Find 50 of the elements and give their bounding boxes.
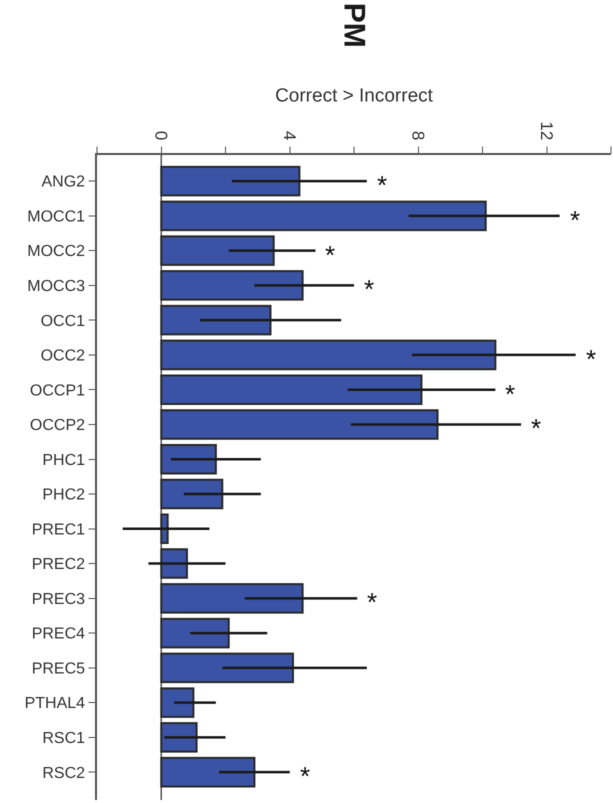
bar <box>160 200 487 232</box>
bar <box>160 409 439 440</box>
y-tick-label: PTHAL4 <box>24 695 86 712</box>
y-tick-label: PREC1 <box>32 521 86 538</box>
y-tick-label: PREC2 <box>32 556 86 574</box>
y-tick-label: PHC2 <box>42 486 86 504</box>
bar <box>160 618 230 648</box>
y-tick-label: OCC1 <box>40 312 86 330</box>
annotation: * <box>586 344 596 374</box>
bar <box>160 478 224 510</box>
bar <box>160 652 294 684</box>
x-tick-label: 0 <box>152 130 171 140</box>
bar <box>160 722 198 753</box>
bar <box>160 304 272 336</box>
y-tick-label: OCC2 <box>40 348 86 365</box>
y-tick-label: OCCP2 <box>30 417 86 434</box>
chart-title: PM <box>338 2 371 48</box>
annotation: * <box>364 274 374 304</box>
bar <box>160 548 188 579</box>
bar <box>160 756 256 788</box>
y-tick-label: MOCC2 <box>27 243 86 260</box>
y-tick-label: RSC2 <box>42 764 86 782</box>
x-axis-title: Correct > Incorrect <box>275 86 434 107</box>
y-tick-label: ANG2 <box>41 174 86 191</box>
annotation: * <box>300 761 310 791</box>
y-tick-label: MOCC3 <box>27 278 86 295</box>
y-tick-label: OCCP1 <box>30 382 86 400</box>
y-tick-label: PREC5 <box>32 660 86 678</box>
y-tick-label: MOCC1 <box>27 208 86 226</box>
annotation: * <box>531 413 542 443</box>
bar <box>160 235 275 266</box>
annotation: * <box>367 587 378 617</box>
bar <box>160 166 300 196</box>
x-tick-label: 4 <box>280 130 300 140</box>
y-tick-label: PREC3 <box>32 590 86 608</box>
bar <box>160 374 422 405</box>
y-tick-label: PREC4 <box>32 626 86 643</box>
bar <box>160 270 304 301</box>
x-tick-label: 8 <box>408 130 428 140</box>
y-tick-label: PHC1 <box>42 452 86 469</box>
x-tick-label: 12 <box>537 121 556 140</box>
bar <box>160 340 496 370</box>
bar <box>160 687 194 718</box>
y-tick-label: RSC1 <box>42 730 86 748</box>
annotation: * <box>377 170 388 200</box>
annotation: * <box>325 240 336 270</box>
annotation: * <box>505 379 516 409</box>
annotation: * <box>570 205 580 235</box>
bar <box>160 583 304 614</box>
bar <box>160 444 217 474</box>
